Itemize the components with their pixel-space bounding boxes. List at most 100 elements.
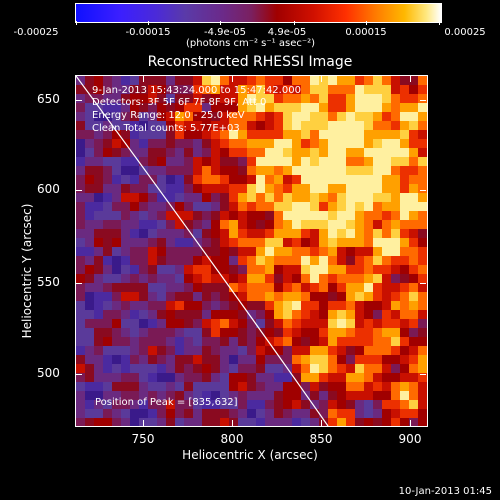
image-pixel	[184, 85, 193, 94]
image-pixel	[130, 85, 139, 94]
image-pixel	[76, 310, 85, 319]
image-pixel	[265, 391, 274, 400]
image-pixel	[85, 418, 94, 426]
image-pixel	[355, 328, 364, 337]
image-pixel	[301, 94, 310, 103]
image-pixel	[103, 238, 112, 247]
image-pixel	[121, 373, 130, 382]
image-pixel	[382, 157, 391, 166]
image-pixel	[400, 373, 409, 382]
image-pixel	[418, 418, 427, 426]
image-pixel	[85, 220, 94, 229]
image-pixel	[175, 85, 184, 94]
image-pixel	[301, 157, 310, 166]
y-tick-label: 600	[37, 182, 60, 196]
image-pixel	[229, 184, 238, 193]
image-pixel	[364, 328, 373, 337]
image-pixel	[157, 391, 166, 400]
image-pixel	[130, 292, 139, 301]
image-pixel	[301, 265, 310, 274]
image-pixel	[220, 94, 229, 103]
image-pixel	[364, 184, 373, 193]
image-pixel	[193, 337, 202, 346]
image-pixel	[85, 112, 94, 121]
image-pixel	[391, 319, 400, 328]
image-pixel	[265, 121, 274, 130]
image-pixel	[139, 157, 148, 166]
image-pixel	[94, 382, 103, 391]
image-pixel	[283, 247, 292, 256]
image-pixel	[283, 94, 292, 103]
image-pixel	[328, 202, 337, 211]
image-pixel	[157, 229, 166, 238]
image-pixel	[220, 274, 229, 283]
image-pixel	[94, 139, 103, 148]
image-pixel	[256, 328, 265, 337]
image-pixel	[310, 256, 319, 265]
image-pixel	[256, 139, 265, 148]
image-pixel	[247, 220, 256, 229]
image-pixel	[85, 256, 94, 265]
image-pixel	[112, 319, 121, 328]
image-pixel	[382, 85, 391, 94]
image-pixel	[193, 310, 202, 319]
image-pixel	[112, 94, 121, 103]
image-pixel	[238, 265, 247, 274]
image-pixel	[193, 256, 202, 265]
image-pixel	[382, 364, 391, 373]
image-pixel	[229, 193, 238, 202]
image-pixel	[157, 400, 166, 409]
image-pixel	[355, 112, 364, 121]
image-pixel	[373, 319, 382, 328]
image-pixel	[310, 364, 319, 373]
image-pixel	[166, 112, 175, 121]
image-pixel	[247, 283, 256, 292]
image-pixel	[346, 121, 355, 130]
image-pixel	[130, 94, 139, 103]
image-pixel	[247, 139, 256, 148]
peak-position-text: Position of Peak = [835,632]	[95, 397, 238, 408]
image-pixel	[364, 148, 373, 157]
image-pixel	[391, 85, 400, 94]
image-pixel	[166, 355, 175, 364]
image-pixel	[85, 157, 94, 166]
image-pixel	[256, 247, 265, 256]
image-pixel	[94, 175, 103, 184]
image-pixel	[301, 364, 310, 373]
image-pixel	[292, 400, 301, 409]
image-pixel	[373, 139, 382, 148]
image-pixel	[211, 103, 220, 112]
image-pixel	[157, 337, 166, 346]
image-pixel	[292, 175, 301, 184]
image-pixel	[112, 139, 121, 148]
image-pixel	[211, 202, 220, 211]
image-pixel	[319, 175, 328, 184]
image-pixel	[130, 310, 139, 319]
image-pixel	[157, 175, 166, 184]
image-pixel	[130, 283, 139, 292]
image-pixel	[292, 238, 301, 247]
image-pixel	[193, 130, 202, 139]
image-pixel	[175, 310, 184, 319]
image-pixel	[211, 418, 220, 426]
image-pixel	[238, 211, 247, 220]
image-pixel	[247, 85, 256, 94]
image-pixel	[103, 85, 112, 94]
image-pixel	[130, 148, 139, 157]
image-pixel	[319, 355, 328, 364]
image-pixel	[310, 400, 319, 409]
image-pixel	[355, 400, 364, 409]
image-pixel	[292, 310, 301, 319]
image-pixel	[94, 373, 103, 382]
image-pixel	[184, 409, 193, 418]
image-pixel	[355, 103, 364, 112]
image-pixel	[112, 76, 121, 85]
image-pixel	[103, 355, 112, 364]
image-pixel	[94, 310, 103, 319]
image-pixel	[319, 400, 328, 409]
image-pixel	[256, 364, 265, 373]
image-pixel	[265, 328, 274, 337]
image-pixel	[220, 139, 229, 148]
image-pixel	[265, 247, 274, 256]
image-pixel	[265, 175, 274, 184]
